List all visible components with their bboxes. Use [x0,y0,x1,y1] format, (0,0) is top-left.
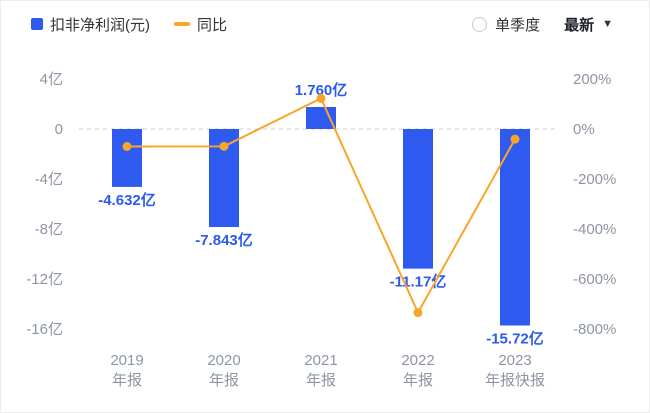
bar-value-label: -7.843亿 [195,231,253,249]
chart-header: 扣非净利润(元) 同比 单季度 最新 ▼ [31,11,613,37]
y-axis-left-tick: -12亿 [26,271,63,288]
y-axis-left-tick: -16亿 [26,321,63,338]
bar-value-label: -4.632亿 [98,191,156,209]
legend-yoy-label: 同比 [197,16,228,34]
legend-item-yoy[interactable]: 同比 [174,14,227,35]
x-axis-label: 2022 年报 [401,352,434,389]
y-axis-left-tick: 4亿 [40,71,63,88]
y-axis-left-tick: -4亿 [35,171,63,188]
bar-value-label: 1.760亿 [295,81,348,99]
bar-2023[interactable] [500,129,530,326]
bar-2019[interactable] [112,129,142,187]
bar-2021[interactable] [306,107,336,129]
latest-period-dropdown[interactable]: 最新 ▼ [564,14,613,35]
y-axis-right-tick: 200% [573,71,611,88]
radio-circle-icon [472,16,488,32]
x-axis-label: 2021 年报 [304,352,337,389]
x-axis-label: 2019 年报 [110,352,143,389]
legend-net-profit-label: 扣非净利润(元) [50,16,150,34]
yoy-point-2023[interactable] [510,134,520,144]
y-axis-right-tick: 0% [573,121,595,138]
caret-down-icon: ▼ [602,17,613,30]
bar-value-label: -15.72亿 [486,330,544,348]
legend-square-icon [31,18,43,30]
y-axis-right-tick: -600% [573,271,616,288]
yoy-point-2020[interactable] [219,141,229,151]
x-axis-label: 2023 年报快报 [485,352,545,389]
latest-label: 最新 [564,16,595,34]
yoy-line [126,97,516,315]
x-axis-label: 2020 年报 [207,352,240,389]
y-axis-right-tick: -200% [573,171,616,188]
single-quarter-toggle[interactable]: 单季度 [472,14,540,35]
yoy-point-2022[interactable] [413,308,423,318]
y-axis-left-tick: 0 [55,121,63,138]
legend-item-net-profit[interactable]: 扣非净利润(元) [31,14,150,35]
bar-2022[interactable] [403,129,433,269]
legend-dash-icon [174,22,190,26]
y-axis-right-tick: -400% [573,221,616,238]
yoy-point-2019[interactable] [122,142,132,151]
y-axis-right-tick: -800% [573,321,616,338]
single-quarter-label: 单季度 [495,16,541,34]
yoy-point-2021[interactable] [316,93,326,103]
y-axis-left-tick: -8亿 [35,221,63,238]
